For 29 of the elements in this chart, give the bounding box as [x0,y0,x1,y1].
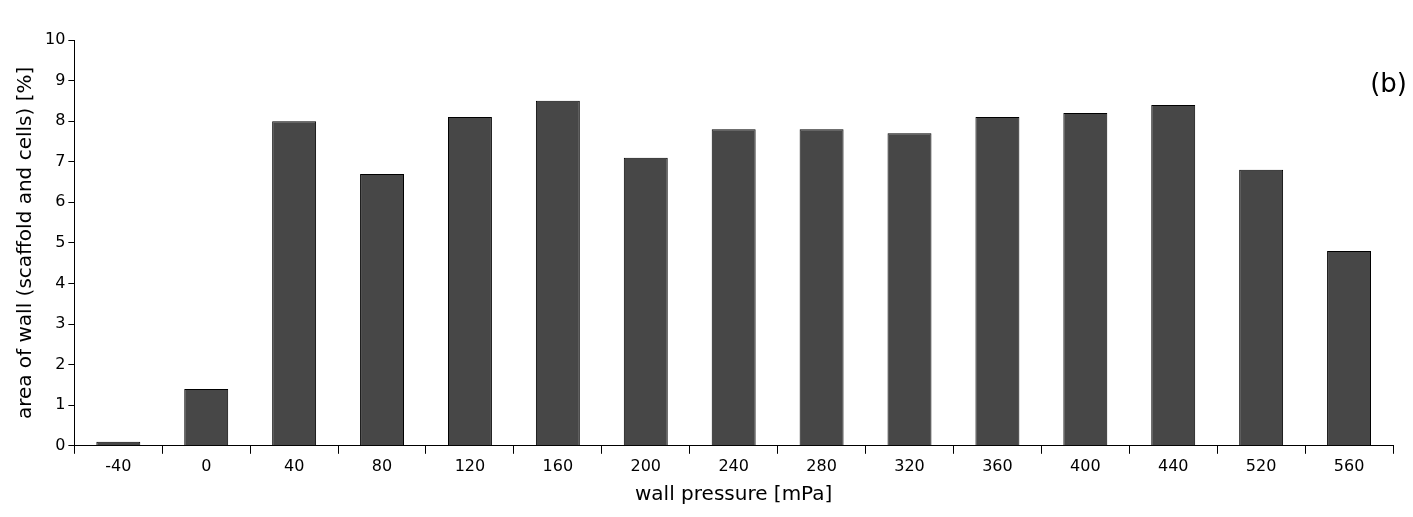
y-tick-label: 6 [55,191,66,211]
x-tick-label: 520 [1245,455,1277,475]
x-tick-label: 400 [1070,455,1101,475]
x-tick-label: 360 [982,455,1013,475]
x-tick-label: 40 [283,455,305,475]
x-tick-label: 440 [1157,455,1189,475]
y-tick-label: 7 [55,150,66,170]
annotation: (b) [1370,67,1407,98]
y-tick-label: 2 [55,353,66,373]
x-axis-title: wall pressure [mPa] [635,481,833,506]
x-tick-label: 120 [454,455,486,475]
y-axis-title: area of wall (scaffold and cells) [%] [12,66,37,420]
y-tick-label: 10 [45,29,66,49]
x-tick-label: 160 [542,455,574,475]
y-tick-label: 4 [55,272,66,292]
x-tick-label: 320 [894,455,925,475]
x-tick-label: 0 [201,455,212,475]
x-tick-label: 80 [371,455,393,475]
y-tick-label: 8 [55,110,66,130]
x-tick-label: -40 [105,455,132,475]
x-tick-label: 240 [718,455,749,475]
y-tick-label: 1 [55,394,66,414]
x-tick-label: 560 [1333,455,1365,475]
x-tick-label: 280 [806,455,837,475]
y-tick-label: 0 [55,434,66,454]
y-tick-label: 5 [55,232,66,252]
x-tick-label: 200 [630,455,662,475]
y-tick-label: 3 [55,313,66,333]
y-tick-label: 9 [55,69,66,89]
